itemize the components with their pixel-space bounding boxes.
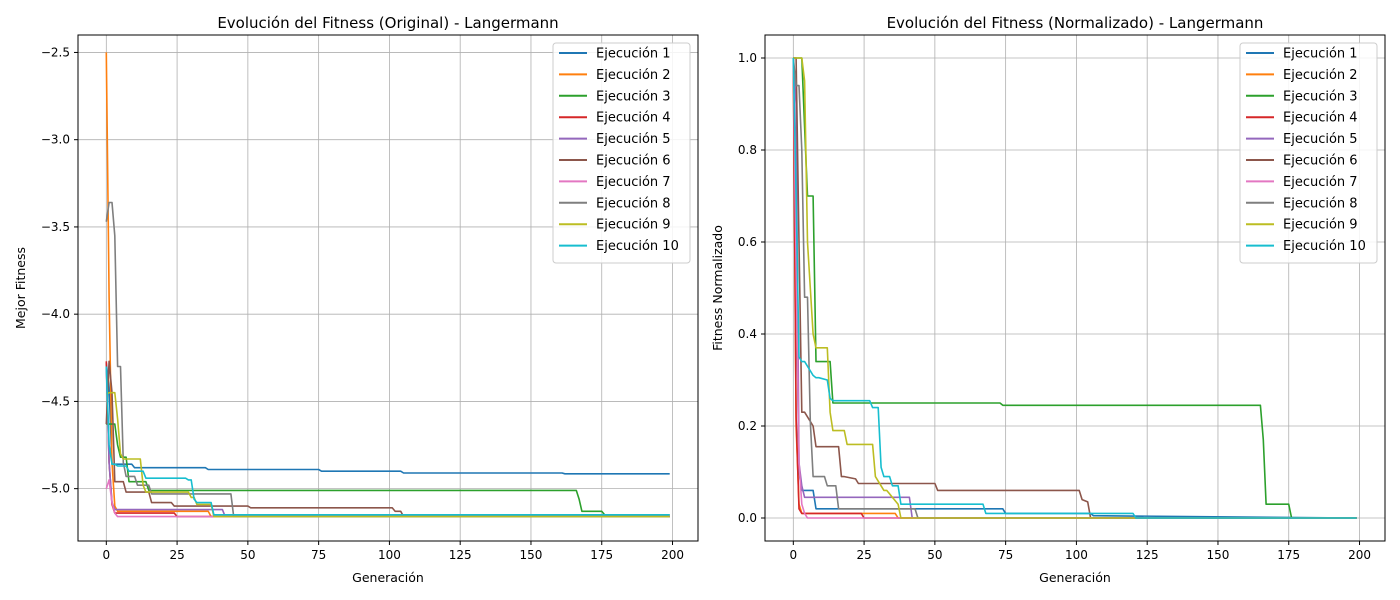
series-line-9-normalized [793, 57, 1357, 519]
legend-label-9-original: Ejecución 9 [596, 218, 671, 233]
legend-label-4-normalized: Ejecución 4 [1283, 111, 1358, 126]
series-normalized [792, 57, 1357, 519]
legend-label-3-normalized: Ejecución 3 [1283, 89, 1358, 104]
legend-label-4-original: Ejecución 4 [596, 111, 671, 126]
chart-title-normalized: Evolución del Fitness (Normalizado) - La… [887, 14, 1264, 32]
y-tick-label-original: −4.5 [41, 394, 70, 408]
series-line-3-original [106, 423, 670, 516]
y-tick-label-original: −4.0 [41, 307, 70, 321]
legend-box-normalized [1239, 42, 1378, 264]
y-tick-label-original: −3.5 [41, 220, 70, 234]
series-line-8-normalized [792, 57, 1357, 519]
x-tick-label-original: 25 [169, 548, 184, 562]
series-line-10-normalized [792, 57, 1357, 519]
ticks-normalized: 0 25 50 75 100 125 150 175 200 0.0 0.2 0.4 0.6 0.8 1.0 [738, 51, 1371, 562]
series-line-10-original [105, 366, 670, 516]
legend-label-9-normalized: Ejecución 9 [1283, 218, 1358, 233]
y-tick-label-normalized: 0.6 [738, 235, 757, 249]
x-tick-label-original: 75 [311, 548, 326, 562]
x-tick-label-original: 100 [378, 548, 401, 562]
x-tick-label-normalized: 175 [1277, 548, 1300, 562]
chart-title-original: Evolución del Fitness (Original) - Lange… [217, 14, 558, 32]
plot-frame-normalized [764, 34, 1386, 542]
series-line-2-original [105, 52, 670, 518]
x-axis-label-original: Generación [352, 570, 424, 585]
legend-label-2-normalized: Ejecución 2 [1283, 68, 1358, 83]
legend-label-1-original: Ejecución 1 [596, 47, 671, 62]
y-tick-label-original: −5.0 [41, 482, 70, 496]
legend-label-6-original: Ejecución 6 [596, 154, 671, 169]
legend-label-3-original: Ejecución 3 [596, 89, 671, 104]
x-tick-label-original: 50 [240, 548, 255, 562]
chart-original: 0 25 50 75 100 125 150 175 200 −2.5 −3.0 −3.5 −4.0 −4… [13, 14, 699, 585]
series-line-7-normalized [792, 57, 1357, 519]
series-line-6-normalized [793, 57, 1357, 519]
legend-label-5-normalized: Ejecución 5 [1283, 132, 1358, 147]
legend-label-1-normalized: Ejecución 1 [1283, 47, 1358, 62]
x-tick-label-original: 0 [102, 548, 110, 562]
series-line-5-normalized [792, 57, 1357, 519]
y-tick-label-normalized: 0.0 [738, 511, 757, 525]
legend-box-original [552, 42, 691, 264]
x-tick-label-normalized: 50 [927, 548, 942, 562]
x-tick-label-normalized: 150 [1207, 548, 1230, 562]
x-tick-label-normalized: 100 [1065, 548, 1088, 562]
legend-label-8-normalized: Ejecución 8 [1283, 196, 1358, 211]
x-tick-label-original: 125 [449, 548, 472, 562]
y-tick-label-normalized: 0.4 [738, 327, 757, 341]
legend-label-10-normalized: Ejecución 10 [1283, 239, 1366, 254]
y-tick-label-original: −3.0 [41, 133, 70, 147]
y-tick-label-normalized: 1.0 [738, 51, 757, 65]
series-line-8-original [105, 201, 670, 518]
y-axis-label-normalized: Fitness Normalizado [710, 225, 725, 351]
chart-normalized: 0 25 50 75 100 125 150 175 200 0.0 0.2 0.4 0.6 0.8 1.0… [710, 14, 1386, 585]
series-line-7-original [105, 479, 670, 518]
x-axis-label-normalized: Generación [1039, 570, 1111, 585]
legend-label-2-original: Ejecución 2 [596, 68, 671, 83]
ticks-original: 0 25 50 75 100 125 150 175 200 −2.5 −3.0 −3.5 −4.0 −4… [41, 45, 684, 562]
x-tick-label-normalized: 125 [1136, 548, 1159, 562]
legend-label-6-normalized: Ejecución 6 [1283, 154, 1358, 169]
legend-label-10-original: Ejecución 10 [596, 239, 679, 254]
plot-frame-original [77, 34, 699, 542]
x-tick-label-original: 200 [661, 548, 684, 562]
x-tick-label-original: 175 [590, 548, 613, 562]
legend-label-5-original: Ejecución 5 [596, 132, 671, 147]
x-tick-label-original: 150 [520, 548, 543, 562]
legend-label-7-normalized: Ejecución 7 [1283, 175, 1358, 190]
y-axis-label-original: Mejor Fitness [13, 247, 28, 329]
y-tick-label-normalized: 0.8 [738, 143, 757, 157]
x-tick-label-normalized: 0 [789, 548, 797, 562]
y-tick-label-original: −2.5 [41, 45, 70, 59]
legend-original: Ejecución 1 Ejecución 2 Ejecución 3 Ejecuci… [552, 42, 691, 264]
x-tick-label-normalized: 75 [998, 548, 1013, 562]
series-line-6-original [105, 360, 670, 518]
series-line-9-original [105, 391, 670, 518]
legend-normalized: Ejecución 1 Ejecución 2 Ejecución 3 Ejecuci… [1239, 42, 1378, 264]
x-tick-label-normalized: 200 [1348, 548, 1371, 562]
y-tick-label-normalized: 0.2 [738, 419, 757, 433]
series-original [105, 52, 670, 518]
x-tick-label-normalized: 25 [856, 548, 871, 562]
legend-label-7-original: Ejecución 7 [596, 175, 671, 190]
legend-label-8-original: Ejecución 8 [596, 196, 671, 211]
